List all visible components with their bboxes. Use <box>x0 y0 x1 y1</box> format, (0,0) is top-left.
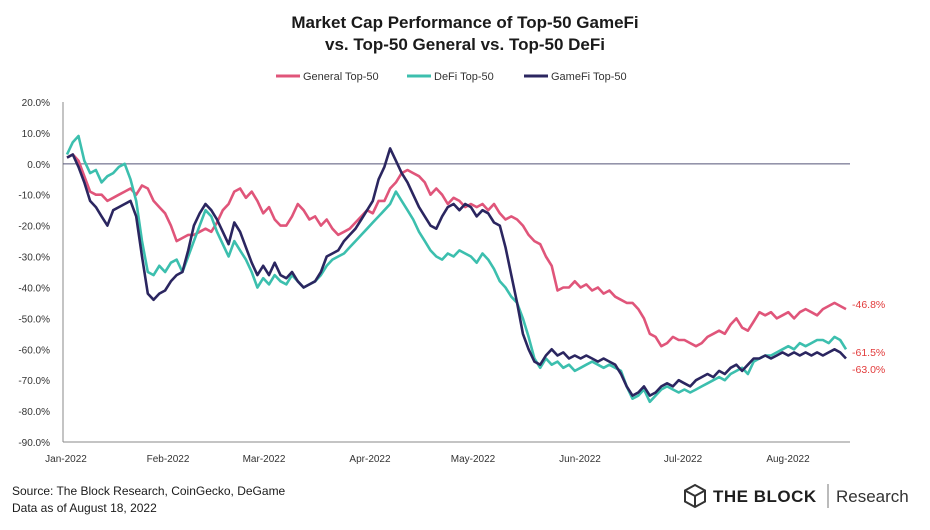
x-tick-label: Jul-2022 <box>664 454 703 465</box>
end-label-defi-top-50: -61.5% <box>852 347 885 359</box>
data-date-note: Data as of August 18, 2022 <box>12 501 157 515</box>
source-note: Source: The Block Research, CoinGecko, D… <box>12 484 286 498</box>
brand-logo: THE BLOCK Research <box>684 483 909 509</box>
y-tick-label: -10.0% <box>18 191 50 202</box>
end-labels: -46.8% -61.5% -63.0% <box>852 299 885 376</box>
y-tick-label: -80.0% <box>18 407 50 418</box>
chart-title-line-2: vs. Top-50 General vs. Top-50 DeFi <box>325 35 605 54</box>
brand-suffix: Research <box>836 487 909 506</box>
series-lines <box>65 134 848 404</box>
x-tick-label: Aug-2022 <box>766 454 810 465</box>
chart-title-line-1: Market Cap Performance of Top-50 GameFi <box>291 13 638 32</box>
x-tick-label: Jun-2022 <box>559 454 601 465</box>
x-tick-labels: Jan-2022 Feb-2022 Mar-2022 Apr-2022 May-2022… <box>45 454 810 465</box>
end-label-gamefi-top-50: -63.0% <box>852 364 885 376</box>
legend-label-defi: DeFi Top-50 <box>434 71 494 83</box>
end-label-general-top-50: -46.8% <box>852 299 885 311</box>
y-tick-labels: 20.0% 10.0% 0.0% -10.0% -20.0% -30.0% -40.0% -5… <box>18 98 50 449</box>
series-line-general-top-50 <box>66 153 847 348</box>
y-tick-label: -40.0% <box>18 283 50 294</box>
y-tick-label: -70.0% <box>18 376 50 387</box>
y-tick-label: -20.0% <box>18 222 50 233</box>
cube-icon <box>684 483 706 509</box>
x-tick-label: Apr-2022 <box>349 454 391 465</box>
y-tick-label: 20.0% <box>22 98 50 109</box>
series-line-defi-top-50 <box>65 134 848 404</box>
x-tick-label: May-2022 <box>451 454 496 465</box>
y-tick-label: -50.0% <box>18 314 50 325</box>
y-tick-label: 0.0% <box>27 160 50 171</box>
x-tick-label: Jan-2022 <box>45 454 87 465</box>
legend-label-general: General Top-50 <box>303 71 379 83</box>
y-tick-label: -60.0% <box>18 345 50 356</box>
brand-name: THE BLOCK <box>713 487 817 506</box>
y-tick-label: -90.0% <box>18 438 50 449</box>
series-line-gamefi-top-50 <box>66 147 847 397</box>
x-tick-label: Feb-2022 <box>147 454 190 465</box>
x-tick-label: Mar-2022 <box>243 454 286 465</box>
legend: General Top-50 DeFi Top-50 GameFi Top-50 <box>276 71 627 83</box>
y-tick-label: -30.0% <box>18 253 50 264</box>
y-tick-label: 10.0% <box>22 129 50 140</box>
legend-label-gamefi: GameFi Top-50 <box>551 71 627 83</box>
